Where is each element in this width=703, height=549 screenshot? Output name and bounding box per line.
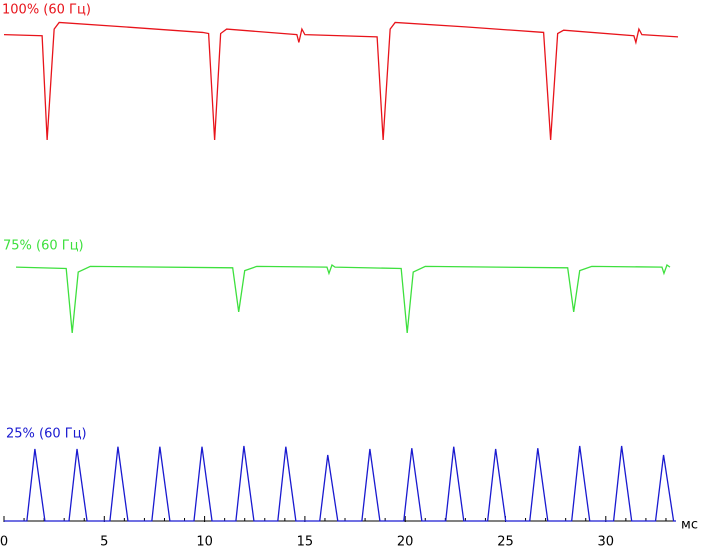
x-tick-label: 20 xyxy=(397,535,414,549)
series-label: 25% (60 Гц) xyxy=(6,427,87,442)
series-line xyxy=(4,445,676,522)
x-tick-label: 30 xyxy=(598,535,615,549)
x-tick-label: 5 xyxy=(100,535,108,549)
x-tick-label: 0 xyxy=(0,535,8,549)
x-tick-label: 25 xyxy=(497,535,514,549)
x-axis-label: мс xyxy=(681,518,698,533)
series-label: 100% (60 Гц) xyxy=(2,3,91,18)
series-line xyxy=(16,263,671,333)
series-line xyxy=(3,21,679,141)
series-label: 75% (60 Гц) xyxy=(3,239,84,254)
x-tick-label: 15 xyxy=(297,535,314,549)
x-tick-label: 10 xyxy=(196,535,213,549)
